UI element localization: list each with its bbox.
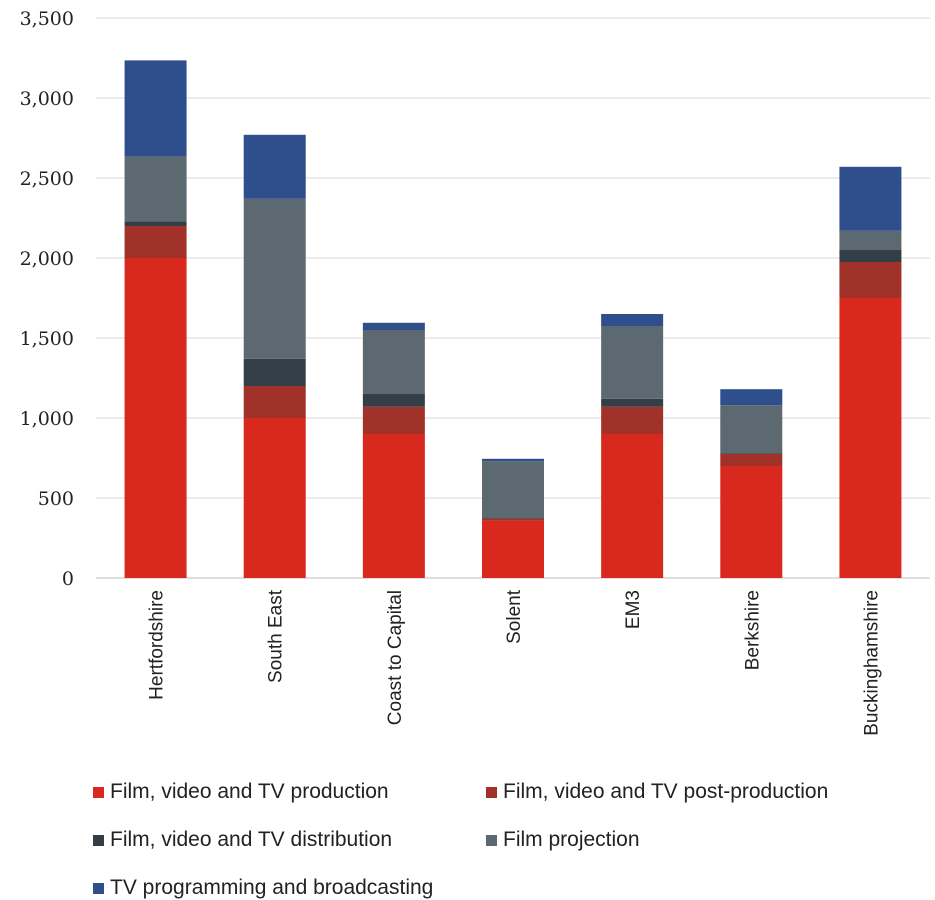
y-tick-label: 3,000 [20, 88, 74, 110]
bar-segment [482, 518, 544, 521]
bar-segment [601, 434, 664, 578]
x-tick-label: Hertfordshire [147, 590, 168, 700]
bar-segment [601, 398, 664, 407]
bar-segment [839, 298, 902, 578]
bar-segment [482, 461, 544, 518]
bar-segment [362, 406, 425, 434]
chart-plot: 0 500 1,000 1,500 2,000 2,500 3,000 3,500 Hertfo… [20, 8, 930, 736]
legend-item: Film, video and TV production [93, 780, 389, 804]
bar-segment [482, 518, 544, 519]
legend-item: TV programming and broadcasting [93, 876, 433, 900]
x-tick-label: South East [266, 589, 287, 683]
bar-segment [839, 250, 902, 262]
bar-segment [124, 258, 187, 578]
bar-segment [124, 226, 187, 258]
legend-item: Film projection [486, 828, 640, 852]
bar-segment [362, 434, 425, 578]
legend-swatch [93, 786, 104, 798]
bar-segment [720, 454, 783, 466]
legend-item: Film, video and TV distribution [93, 828, 392, 852]
y-tick-label: 2,500 [20, 168, 74, 190]
bar-segment [720, 405, 783, 454]
bar-segment [243, 198, 306, 359]
bar-segment [720, 466, 783, 578]
bar-segment [243, 418, 306, 578]
legend-label: Film, video and TV production [110, 780, 389, 803]
legend-swatch [486, 786, 497, 798]
bar-segment [839, 166, 902, 231]
bar-segment [720, 389, 783, 406]
bar-segment [362, 394, 425, 407]
legend-swatch [486, 834, 497, 846]
bar-segment [243, 386, 306, 418]
x-tick-label: Solent [504, 589, 525, 644]
bar-segment [482, 520, 544, 578]
y-tick-label: 1,500 [20, 328, 74, 350]
bar-segment [601, 326, 664, 399]
legend-label: Film projection [503, 828, 640, 851]
bar-segment [482, 458, 544, 462]
legend-swatch [93, 882, 104, 894]
bar-segment [362, 322, 425, 330]
y-tick-label: 2,000 [20, 248, 74, 270]
legend-label: Film, video and TV post-production [503, 780, 829, 803]
x-tick-label: Buckinghamshire [861, 590, 882, 736]
x-tick-label: Berkshire [742, 590, 763, 670]
legend-label: Film, video and TV distribution [110, 828, 393, 851]
y-tick-label: 1,000 [20, 408, 74, 430]
y-tick-label: 0 [62, 568, 74, 590]
bar-segment [124, 60, 187, 157]
legend-item: Film, video and TV post-production [486, 780, 828, 804]
bar-segment [124, 221, 187, 226]
x-tick-label: EM3 [623, 590, 644, 629]
bar-segment [601, 314, 664, 326]
y-tick-label: 3,500 [20, 8, 74, 30]
bar-segment [124, 156, 187, 222]
legend-swatch [93, 834, 104, 846]
legend-label: TV programming and broadcasting [110, 876, 434, 899]
bar-segment [243, 134, 306, 199]
bar-segment [601, 406, 664, 434]
bar-segment [362, 330, 425, 394]
x-tick-label: Coast to Capital [385, 590, 406, 725]
y-tick-label: 500 [38, 488, 74, 510]
bar-segment [839, 262, 902, 298]
bar-segment [720, 453, 783, 454]
bar-segment [839, 230, 902, 250]
bar-segment [243, 358, 306, 386]
